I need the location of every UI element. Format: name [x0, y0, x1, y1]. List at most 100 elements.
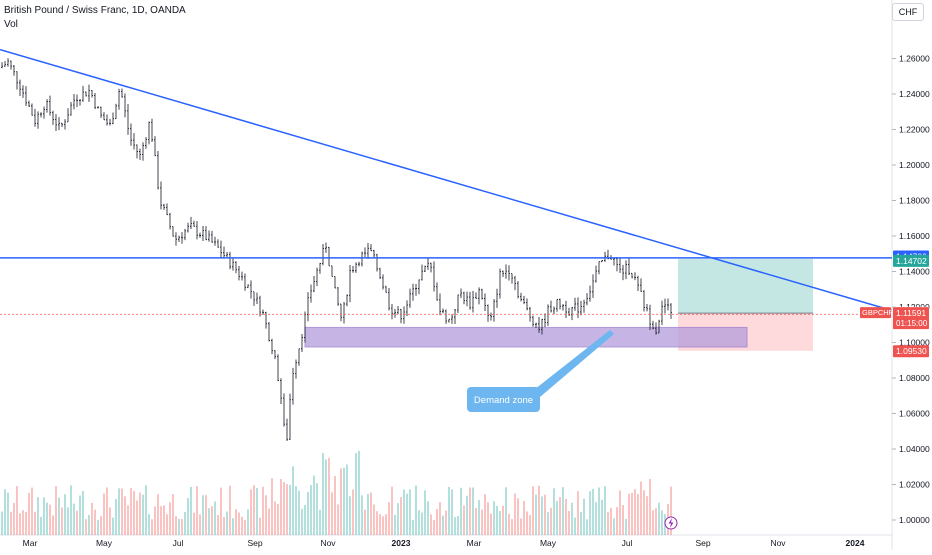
volume-bar — [634, 489, 636, 535]
volume-bar — [208, 508, 210, 535]
volume-bar — [334, 476, 336, 535]
volume-bar — [358, 450, 360, 535]
volume-bar — [214, 501, 216, 535]
volume-bar — [133, 490, 135, 535]
volume-bar — [106, 487, 108, 535]
volume-bar — [223, 516, 225, 535]
volume-bar — [91, 502, 93, 535]
y-tick-label: 1.02000 — [899, 480, 930, 490]
volume-bar — [124, 496, 126, 535]
volume-bar — [193, 512, 195, 535]
volume-bar — [46, 502, 48, 535]
volume-bar — [262, 486, 264, 535]
volume-bar — [361, 495, 363, 535]
volume-bar — [67, 507, 69, 535]
price-axis-panel[interactable] — [892, 0, 932, 550]
volume-bar — [448, 486, 450, 535]
label-layer: 1.147661.147021.116531.095301.1159101:15… — [860, 250, 929, 358]
callout-layer[interactable]: Demand zone — [467, 330, 678, 530]
price-tag-target-bg — [893, 254, 929, 267]
volume-bar — [517, 498, 519, 535]
volume-bar — [76, 510, 78, 535]
volume-bar — [184, 511, 186, 535]
volume-bar — [385, 514, 387, 535]
volume-bar — [340, 468, 342, 535]
x-tick-label: Jul — [173, 538, 184, 548]
volume-bar — [433, 519, 435, 535]
volume-bar — [355, 453, 357, 535]
volume-bar — [232, 518, 234, 535]
volume-bar — [1, 511, 3, 535]
volume-bar — [265, 495, 267, 535]
volume-bar — [391, 486, 393, 535]
volume-bar — [298, 490, 300, 535]
volume-bar — [13, 502, 15, 535]
volume-bar — [19, 513, 21, 535]
volume-layer — [1, 450, 672, 535]
price-tag-target: 1.14702 — [896, 256, 927, 266]
volume-bar — [460, 487, 462, 535]
volume-bar — [514, 493, 516, 535]
volume-bar — [505, 487, 507, 535]
volume-bar — [52, 515, 54, 535]
volume-bar — [337, 504, 339, 535]
volume-bar — [166, 514, 168, 535]
volume-bar — [202, 495, 204, 535]
volume-bar — [598, 487, 600, 535]
volume-bar — [478, 500, 480, 535]
volume-bar — [160, 506, 162, 535]
volume-bar — [310, 485, 312, 535]
volume-bar — [568, 510, 570, 535]
volume-bar — [430, 514, 432, 535]
volume-bar — [427, 501, 429, 535]
volume-bar — [670, 486, 672, 535]
volume-bar — [382, 516, 384, 535]
x-tick-label: 2023 — [392, 538, 411, 548]
demand-zone-callout-label: Demand zone — [474, 395, 533, 406]
chart-header: British Pound / Swiss Franc, 1D, OANDA V… — [4, 4, 186, 32]
volume-bar — [529, 515, 531, 535]
volume-bar — [217, 515, 219, 535]
candle-layer — [1, 58, 672, 442]
zones-layer — [304, 259, 813, 351]
volume-bar — [28, 492, 30, 535]
volume-bar — [229, 485, 231, 535]
volume-bar — [640, 481, 642, 535]
symbol-title[interactable]: British Pound / Swiss Franc, 1D, OANDA — [4, 5, 186, 16]
demand-zone-callout[interactable] — [467, 387, 540, 412]
volume-bar — [637, 494, 639, 535]
volume-bar — [31, 487, 33, 535]
volume-bar — [316, 483, 318, 535]
volume-bar — [595, 502, 597, 535]
volume-bar — [172, 494, 174, 535]
volume-bar — [61, 507, 63, 535]
volume-bar — [601, 499, 603, 535]
volume-bar — [613, 518, 615, 535]
volume-bar — [277, 503, 279, 535]
volume-bar — [37, 497, 39, 535]
volume-bar — [619, 490, 621, 535]
volume-bar — [604, 486, 606, 535]
volume-bar — [121, 488, 123, 535]
volume-bar — [547, 512, 549, 535]
volume-bar — [592, 488, 594, 535]
volume-bar — [253, 485, 255, 535]
volume-bar — [271, 478, 273, 535]
callout-arrow — [530, 330, 614, 397]
currency-selector[interactable]: CHF — [892, 3, 924, 21]
volume-bar — [589, 491, 591, 535]
volume-bar — [661, 510, 663, 535]
volume-bar — [394, 514, 396, 535]
volume-bar — [544, 494, 546, 535]
volume-bar — [481, 509, 483, 535]
volume-bar — [112, 517, 114, 535]
y-tick-label: 1.04000 — [899, 444, 930, 454]
volume-bar — [4, 489, 6, 535]
y-tick-label: 1.18000 — [899, 196, 930, 206]
volume-indicator-label[interactable]: Vol — [4, 19, 18, 30]
volume-bar — [175, 516, 177, 535]
x-tick-label: Nov — [770, 538, 786, 548]
volume-bar — [451, 489, 453, 535]
